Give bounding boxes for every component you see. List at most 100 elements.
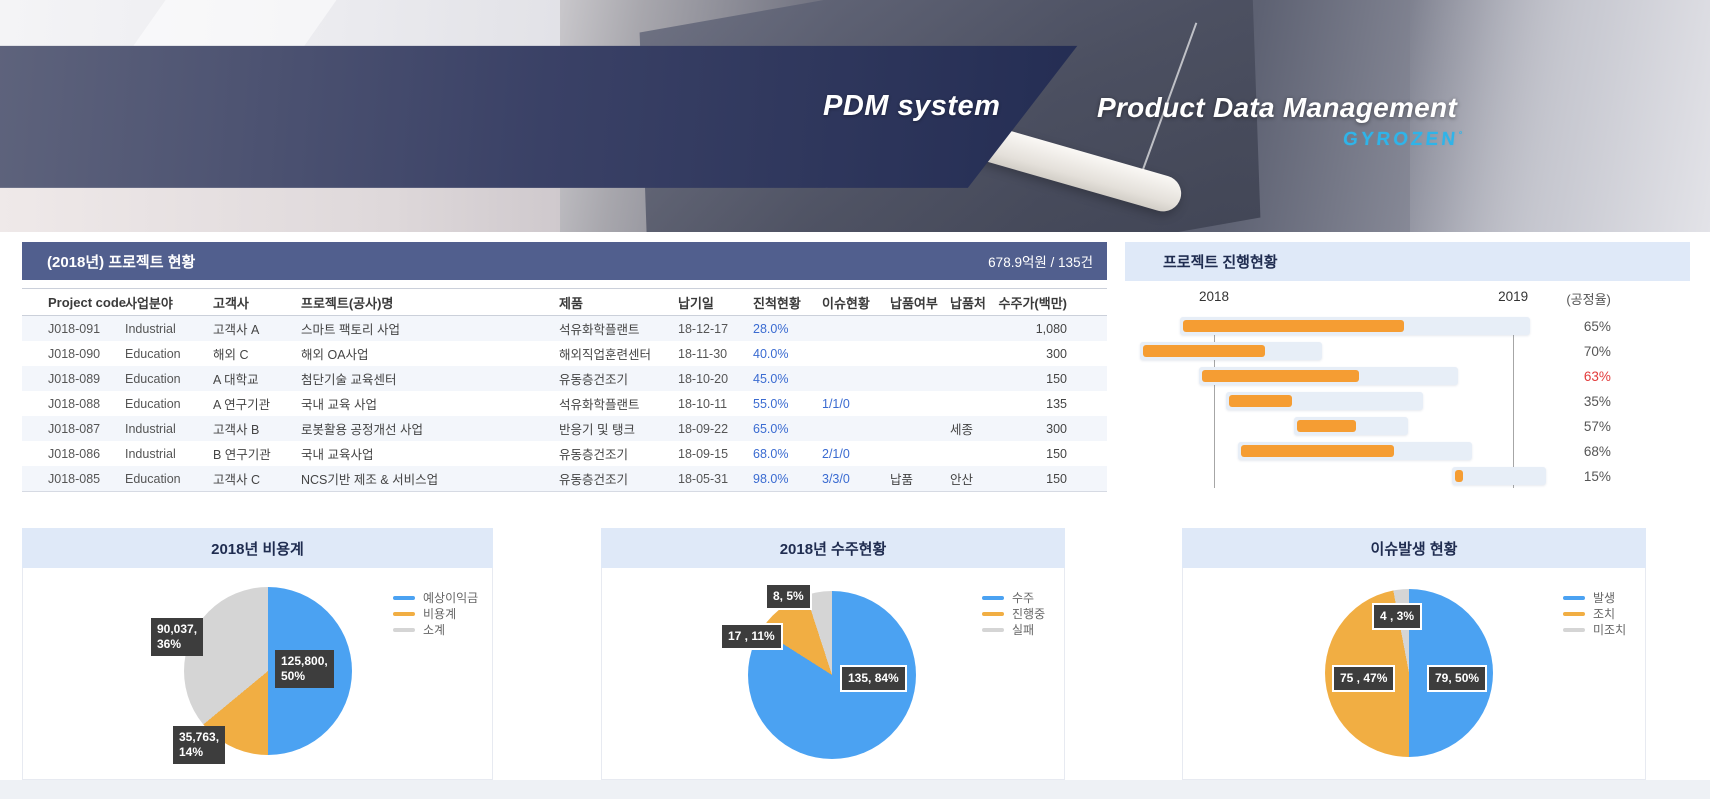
column-header-project-code: Project code xyxy=(48,294,127,310)
gantt-track[interactable] xyxy=(1140,342,1323,360)
legend-swatch xyxy=(1563,627,1585,632)
axis-unit-label: (공정율) xyxy=(1566,292,1611,307)
banner-subtitle: Product Data Management xyxy=(1097,92,1458,123)
legend-swatch xyxy=(393,627,415,632)
banner-ribbon xyxy=(0,45,1078,188)
gantt-progress-label: 68% xyxy=(1583,444,1611,459)
table-cell: J018-088 xyxy=(48,396,101,411)
legend-item[interactable]: 진행중 xyxy=(982,606,1045,621)
banner-top-strip xyxy=(0,0,560,161)
orders-chart-title: 2018년 수주현황 xyxy=(779,540,887,558)
table-cell: 해외 OA사업 xyxy=(301,348,369,362)
gridline-2018 xyxy=(1213,318,1215,488)
gantt-progress-bar xyxy=(1296,420,1356,432)
table-cell: 300 xyxy=(1046,346,1067,361)
legend-item[interactable]: 비용계 xyxy=(393,606,478,621)
legend: 예상이익금 비용계 소계 xyxy=(393,590,478,638)
table-cell: 45.0% xyxy=(753,371,789,386)
projects-panel-header: (2018년) 프로젝트 현황 678.9억원 / 135건 xyxy=(22,242,1107,280)
table-cell: 18-12-17 xyxy=(678,321,729,336)
gantt-panel: 프로젝트 진행현황 2018 2019 (공정율) 65% 70% 63% 35% 57… xyxy=(1125,242,1690,500)
legend-swatch xyxy=(1563,611,1585,616)
gyrozen-logo: GYROZEN° xyxy=(1342,129,1463,151)
table-cell: A 대학교 xyxy=(213,373,259,387)
gantt-track[interactable] xyxy=(1452,467,1546,485)
column-header-delivery-status: 납품여부 xyxy=(890,295,938,311)
gantt-progress-bar xyxy=(1182,320,1405,332)
table-cell: 고객사 C xyxy=(213,473,261,487)
axis-label-2018: 2018 xyxy=(1198,289,1230,304)
table-cell: 유동층건조기 xyxy=(559,448,629,462)
gantt-row: 68% xyxy=(1125,439,1690,464)
gantt-track[interactable] xyxy=(1226,392,1424,410)
gantt-track[interactable] xyxy=(1293,417,1409,435)
table-cell: 2/1/0 xyxy=(822,446,850,461)
gantt-progress-bar xyxy=(1202,370,1360,382)
legend-swatch xyxy=(982,611,1004,616)
table-row[interactable]: J018-085 Education 고객사 C NCS기반 제조 & 서비스업 유동층… xyxy=(22,466,1107,491)
gyrozen-logo-text: GYROZEN xyxy=(1341,129,1460,150)
table-cell: 1/1/0 xyxy=(822,396,850,411)
table-row[interactable]: J018-087 Industrial 고객사 B 로봇활용 공정개선 사업 반응기 및… xyxy=(22,416,1107,441)
column-header-issues: 이슈현황 xyxy=(822,295,870,311)
pie-data-label: 75 , 47% xyxy=(1332,665,1396,692)
legend-item[interactable]: 소계 xyxy=(393,622,478,637)
table-cell: NCS기반 제조 & 서비스업 xyxy=(301,473,439,487)
gantt-track[interactable] xyxy=(1179,317,1530,335)
legend-label: 실패 xyxy=(1012,623,1035,637)
table-cell: 로봇활용 공정개선 사업 xyxy=(301,423,423,437)
orders-chart-header: 2018년 수주현황 xyxy=(601,528,1065,568)
legend-item[interactable]: 수주 xyxy=(982,590,1045,605)
column-header-project-name: 프로젝트(공사)명 xyxy=(301,295,394,311)
axis-label-2019: 2019 xyxy=(1498,289,1529,304)
legend-item[interactable]: 미조치 xyxy=(1563,622,1626,637)
projects-panel-title: (2018년) 프로젝트 현황 xyxy=(47,253,196,271)
table-cell: Education xyxy=(125,346,181,361)
table-cell: B 연구기관 xyxy=(213,448,271,462)
legend-item[interactable]: 예상이익금 xyxy=(393,590,478,605)
table-cell: 28.0% xyxy=(753,321,789,336)
table-cell: 55.0% xyxy=(753,396,789,411)
banner-bottom-strip xyxy=(0,188,560,232)
table-cell: 1,080 xyxy=(1035,321,1067,336)
issues-chart-header: 이슈발생 현황 xyxy=(1182,528,1646,568)
gantt-progress-label: 35% xyxy=(1583,394,1611,409)
issues-chart-panel: 이슈발생 현황 79, 50% 75 , 47% 4 , 3% 발생 조치 미조… xyxy=(1182,528,1646,780)
table-cell: 18-09-15 xyxy=(678,446,729,461)
table-cell: 40.0% xyxy=(753,346,789,361)
table-cell: 18-09-22 xyxy=(678,421,729,436)
gantt-track[interactable] xyxy=(1199,367,1458,385)
table-row[interactable]: J018-090 Education 해외 C 해외 OA사업 해외직업훈련센터 18-1… xyxy=(22,341,1107,366)
cost-chart-header: 2018년 비용계 xyxy=(22,528,493,568)
gantt-track[interactable] xyxy=(1238,442,1472,460)
legend-item[interactable]: 발생 xyxy=(1563,590,1626,605)
pie-data-label: 4 , 3% xyxy=(1372,603,1423,630)
gantt-row: 63% xyxy=(1125,364,1690,389)
table-row[interactable]: J018-086 Industrial B 연구기관 국내 교육사업 유동층건조기 18-… xyxy=(22,441,1107,466)
table-cell: 석유화학플랜트 xyxy=(559,323,640,337)
table-cell: 98.0% xyxy=(753,471,789,486)
orders-chart-panel: 2018년 수주현황 135, 84% 17 , 11% 8, 5% 수주 진행… xyxy=(601,528,1065,780)
table-cell: J018-086 xyxy=(48,446,101,461)
table-row[interactable]: J018-091 Industrial 고객사 A 스마트 팩토리 사업 석유화학플랜트… xyxy=(22,316,1107,341)
table-cell: J018-090 xyxy=(48,346,101,361)
table-row[interactable]: J018-088 Education A 연구기관 국내 교육 사업 석유화학플랜트 18… xyxy=(22,391,1107,416)
table-cell: 135 xyxy=(1046,396,1067,411)
pie-data-label: 35,763, 14% xyxy=(173,726,226,764)
legend-label: 예상이익금 xyxy=(423,591,479,605)
gantt-row: 65% xyxy=(1125,314,1690,339)
table-cell: J018-091 xyxy=(48,321,101,336)
table-cell: J018-087 xyxy=(48,421,101,436)
gantt-progress-bar xyxy=(1455,470,1464,482)
pie-data-label: 79, 50% xyxy=(1427,665,1488,692)
legend-label: 발생 xyxy=(1593,591,1616,605)
column-header-order-amount: 수주가(백만) xyxy=(998,295,1067,311)
legend-item[interactable]: 조치 xyxy=(1563,606,1626,621)
table-cell: 3/3/0 xyxy=(822,471,850,486)
table-header-row: Project code 사업분야 고객사 프로젝트(공사)명 제품 납기일 진… xyxy=(22,288,1107,316)
table-row[interactable]: J018-089 Education A 대학교 첨단기술 교육센터 유동층건조기 18-… xyxy=(22,366,1107,391)
gantt-progress-label: 15% xyxy=(1583,469,1611,484)
cost-chart-body: 125,800, 50% 35,763, 14% 90,037, 36% 예상이… xyxy=(22,568,493,780)
legend-item[interactable]: 실패 xyxy=(982,622,1045,637)
cost-chart-title: 2018년 비용계 xyxy=(211,540,304,558)
